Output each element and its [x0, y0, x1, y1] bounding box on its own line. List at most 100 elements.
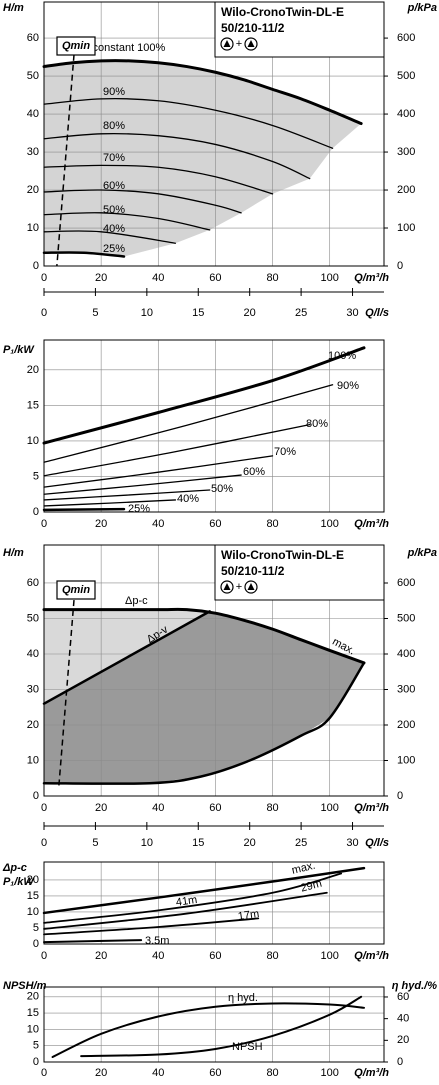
x2-axis-label: Q/l/s	[365, 837, 389, 849]
curve-label: 80%	[306, 418, 328, 430]
qmin-line	[56, 54, 75, 267]
curve	[42, 59, 363, 126]
curve	[43, 212, 211, 231]
curve	[43, 917, 260, 936]
x-tick-label: 80	[266, 802, 278, 814]
plot-frame	[43, 861, 385, 945]
curve-label: 40%	[177, 493, 199, 505]
x-tick-label: 0	[41, 272, 47, 284]
y2-tick-label: 300	[397, 146, 415, 158]
curve	[80, 995, 363, 1058]
x2-tick-label: 5	[92, 837, 98, 849]
mode-label: Δp-c	[2, 862, 27, 874]
curve	[42, 610, 211, 705]
plot-frame	[43, 339, 385, 513]
x-tick-label: 40	[152, 802, 164, 814]
x2-tick-label: 25	[295, 837, 307, 849]
x-tick-label: 60	[209, 272, 221, 284]
y2-axis-label: p/kPa	[407, 547, 437, 559]
qmin-label: Qmin	[62, 584, 90, 596]
y-tick-label: 10	[27, 222, 39, 234]
curve	[43, 132, 311, 180]
qmin-box	[56, 580, 96, 600]
curve	[42, 607, 366, 665]
y-tick-label: 0	[33, 790, 39, 802]
x2-tick-label: 10	[141, 837, 153, 849]
y2-tick-label: 300	[397, 683, 415, 695]
x2-tick-label: 0	[41, 307, 47, 319]
x-tick-label: 100	[321, 802, 339, 814]
curve-label: 50%	[211, 483, 233, 495]
x-tick-label: 0	[41, 518, 47, 530]
y2-axis-label: η hyd./%	[392, 980, 437, 992]
x-tick-label: 0	[41, 950, 47, 962]
curve	[43, 423, 311, 477]
x2-tick-label: 20	[244, 837, 256, 849]
chart-0: 0 20 40 60 80 1000102030405060010020030040050…	[3, 1, 437, 319]
x2-tick-label: 20	[244, 307, 256, 319]
x-tick-label: 40	[152, 272, 164, 284]
curve-label: 70%	[103, 152, 125, 164]
curve-label: 90%	[103, 86, 125, 98]
curve-label: 40%	[103, 223, 125, 235]
curve-label: 3.5m	[145, 935, 169, 947]
curve-label: Δp-c	[125, 595, 148, 607]
chart-4: 0 20 40 60 80 100 0 5 10 15 20 0 20 40 60 Q/m³/h NPSH/m η…	[3, 980, 437, 1079]
x2-tick-label: 30	[346, 307, 358, 319]
x-tick-label: 0	[41, 1067, 47, 1079]
curve-label: 50%	[103, 204, 125, 216]
y-tick-label: 5	[33, 922, 39, 934]
x-tick-label: 20	[95, 1067, 107, 1079]
curve-label: 25%	[103, 243, 125, 255]
y-tick-label: 5	[33, 1040, 39, 1052]
x-tick-label: 100	[321, 518, 339, 530]
operating-range	[44, 60, 362, 257]
y-tick-label: 20	[27, 184, 39, 196]
title-box	[214, 1, 385, 58]
curve-label: n=constant 100%	[80, 42, 166, 54]
x2-tick-label: 15	[192, 307, 204, 319]
curve	[43, 499, 177, 507]
plot-frame	[43, 544, 385, 797]
curve	[51, 1002, 365, 1059]
curve	[43, 164, 274, 195]
qmin-box	[56, 36, 96, 56]
x2-axis-label: Q/l/s	[365, 307, 389, 319]
y-tick-label: 60	[27, 32, 39, 44]
x-tick-label: 60	[209, 950, 221, 962]
y2-tick-label: 500	[397, 70, 415, 82]
y-tick-label: 10	[27, 906, 39, 918]
x-tick-label: 80	[266, 272, 278, 284]
curve	[43, 189, 242, 214]
y-tick-label: 10	[27, 435, 39, 447]
curve	[43, 872, 343, 924]
x-tick-label: 80	[266, 518, 278, 530]
y2-tick-label: 400	[397, 108, 415, 120]
y2-tick-label: 0	[397, 1056, 403, 1068]
y-tick-label: 20	[27, 991, 39, 1003]
x2-tick-label: 5	[92, 307, 98, 319]
x-tick-label: 100	[321, 950, 339, 962]
chart-1: 0 20 40 60 80 100 0 5 10 15 20 Q/m³/h P₁/kW 100% 90% 80…	[3, 339, 389, 530]
curve	[43, 230, 177, 244]
y2-tick-label: 600	[397, 577, 415, 589]
x-tick-label: 0	[41, 802, 47, 814]
curve	[43, 455, 274, 488]
y-tick-label: 50	[27, 70, 39, 82]
variable-range	[44, 611, 364, 784]
curve	[43, 98, 334, 149]
curve	[42, 661, 366, 785]
title-box	[214, 544, 385, 601]
y-tick-label: 10	[27, 754, 39, 766]
x-axis-label: Q/m³/h	[354, 518, 389, 530]
x-axis-label: Q/m³/h	[354, 272, 389, 284]
y-axis-label: H/m	[3, 2, 24, 14]
icon-plus: +	[236, 581, 242, 593]
y2-tick-label: 20	[397, 1034, 409, 1046]
y-axis-label: H/m	[3, 547, 24, 559]
x-tick-label: 20	[95, 272, 107, 284]
x-tick-label: 40	[152, 518, 164, 530]
y-tick-label: 0	[33, 260, 39, 272]
